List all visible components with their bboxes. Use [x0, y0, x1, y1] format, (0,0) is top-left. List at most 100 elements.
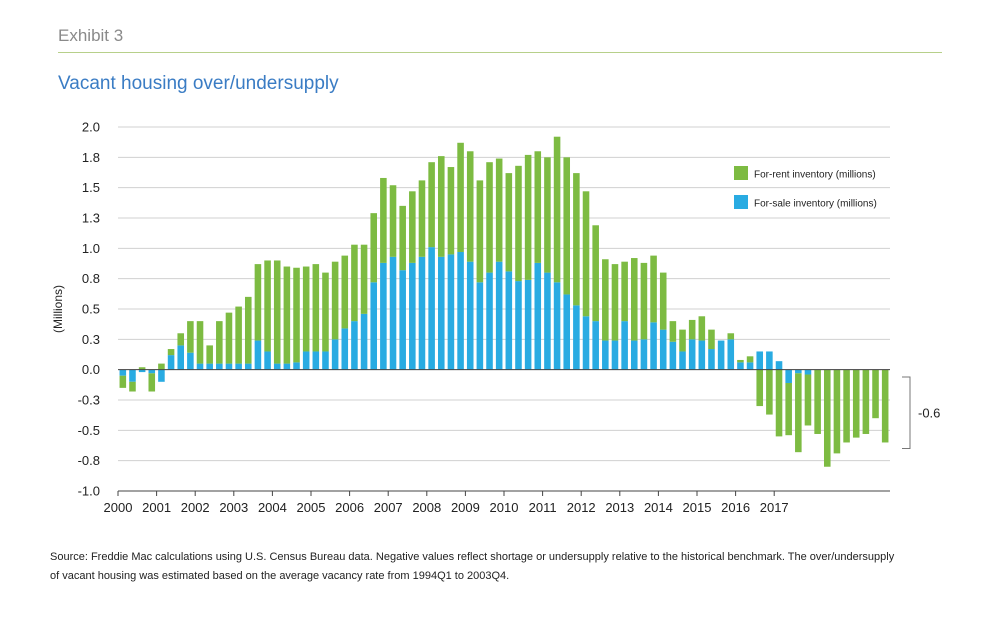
bar-for-sale [399, 270, 406, 370]
bar-for-rent [621, 261, 628, 322]
bar-for-sale [495, 261, 503, 370]
source-note: Source: Freddie Mac calculations using U… [50, 548, 950, 586]
bar-for-rent [862, 369, 870, 434]
bar-for-rent [737, 359, 744, 363]
bar-for-sale [428, 247, 435, 370]
bar-for-rent [659, 272, 667, 330]
bar-for-rent [457, 142, 464, 252]
y-axis-label: (Millions) [51, 285, 65, 333]
bar-for-sale [630, 340, 638, 370]
bar-for-sale [717, 340, 725, 370]
bar-for-rent [293, 267, 300, 363]
bar-for-rent [447, 167, 455, 255]
bar-for-sale [196, 363, 204, 370]
y-tick-label: 1.0 [82, 241, 100, 256]
bar-for-rent [872, 369, 879, 419]
bar-for-sale [534, 262, 542, 370]
bar-for-rent [785, 383, 792, 436]
bar-for-sale [737, 362, 744, 370]
bar-for-rent [466, 151, 474, 262]
x-tick-label: 2015 [683, 500, 712, 515]
bar-for-rent [640, 262, 648, 340]
bar-for-sale [273, 363, 281, 370]
bar-for-rent [823, 369, 831, 467]
bar-for-rent [235, 306, 242, 364]
bar-for-rent [486, 162, 493, 273]
bar-for-sale [476, 282, 484, 370]
x-tick-label: 2013 [605, 500, 634, 515]
bar-for-sale [679, 351, 686, 370]
bar-for-rent [592, 225, 599, 322]
bar-for-rent [602, 259, 609, 341]
bar-for-sale [669, 341, 677, 370]
bar-for-rent [418, 180, 426, 257]
bar-for-sale [331, 339, 339, 370]
bar-for-rent [129, 381, 136, 392]
bar-for-sale [216, 363, 223, 370]
bar-for-sale [187, 352, 194, 370]
bar-for-rent [573, 173, 580, 306]
bar-for-sale [264, 351, 271, 370]
bar-for-sale [225, 363, 233, 370]
bar-for-sale [775, 361, 783, 370]
y-tick-label: 1.8 [82, 150, 100, 165]
x-tick-label: 2002 [181, 500, 210, 515]
bar-for-rent [708, 329, 715, 350]
bar-for-rent [206, 345, 213, 364]
bar-for-sale [727, 339, 735, 370]
bar-for-rent [833, 369, 841, 454]
bar-for-sale [640, 339, 648, 370]
bar-for-rent [264, 260, 271, 352]
bar-for-sale [515, 281, 522, 370]
bar-for-sale [746, 362, 754, 370]
y-tick-label: 0.0 [82, 362, 100, 377]
bar-for-sale [563, 294, 571, 370]
x-tick-label: 2017 [760, 500, 789, 515]
bar-for-sale [312, 351, 320, 370]
y-tick-label: -1.0 [78, 484, 100, 499]
y-tick-label: 1.5 [82, 180, 100, 195]
bar-for-rent [167, 349, 175, 356]
bar-for-rent [515, 165, 522, 282]
bar-for-sale [158, 369, 165, 382]
bar-for-sale [804, 369, 812, 375]
bar-for-rent [428, 162, 435, 248]
x-tick-label: 2003 [219, 500, 248, 515]
bar-for-rent [370, 213, 378, 283]
bar-for-sale [602, 340, 609, 370]
bar-for-rent [727, 333, 735, 340]
source-line-2: of vacant housing was estimated based on… [50, 570, 510, 582]
bar-for-sale [437, 256, 445, 370]
x-tick-label: 2010 [490, 500, 519, 515]
bar-for-rent [399, 205, 406, 271]
bar-for-sale [447, 254, 455, 370]
bar-for-rent [669, 321, 677, 342]
bar-for-sale [370, 282, 378, 370]
bar-for-sale [206, 363, 213, 370]
x-tick-label: 2008 [412, 500, 441, 515]
bar-for-sale [795, 369, 802, 374]
y-tick-label: 0.3 [82, 332, 100, 347]
bar-for-rent [698, 316, 706, 341]
bar-for-rent [351, 244, 358, 322]
bar-for-sale [380, 262, 387, 370]
header-rule [58, 52, 942, 53]
bar-for-rent [544, 157, 551, 273]
bar-for-sale [389, 256, 397, 370]
bar-for-rent [611, 264, 619, 341]
bar-for-sale [129, 369, 136, 382]
bar-for-sale [688, 339, 696, 370]
annotation-label: -0.6 [918, 406, 940, 421]
bar-for-sale [785, 369, 792, 384]
bar-for-sale [544, 272, 551, 370]
bar-for-rent [312, 264, 320, 352]
legend-label-rent: For-rent inventory (millions) [754, 170, 876, 181]
bar-for-rent [148, 373, 156, 392]
bar-for-rent [688, 319, 696, 340]
bar-for-sale [254, 340, 262, 370]
bar-for-sale [611, 340, 619, 370]
source-line-1: Source: Freddie Mac calculations using U… [50, 551, 895, 563]
bar-for-rent [804, 374, 812, 426]
bar-for-rent [582, 191, 590, 317]
x-tick-label: 2011 [529, 500, 557, 515]
